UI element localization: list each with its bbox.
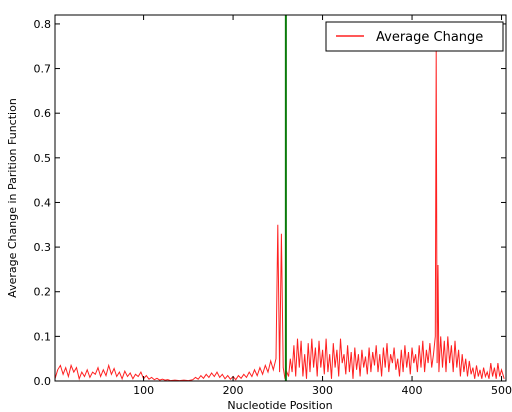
y-tick-label: 0.2 (34, 286, 52, 299)
y-axis-ticks: 0.0 0.1 0.2 0.3 0.4 0.5 0.6 0.7 0.8 (34, 18, 506, 388)
legend: Average Change (325, 21, 504, 52)
x-tick-label: 400 (402, 384, 423, 397)
y-axis-title: Average Change in Parition Function (6, 98, 19, 298)
series-line-0 (54, 50, 505, 382)
y-tick-label: 0.4 (34, 196, 52, 209)
x-tick-label: 200 (223, 384, 244, 397)
x-axis-title: Nucleotide Position (227, 399, 332, 412)
y-tick-label: 0.8 (34, 18, 52, 31)
series-layer (54, 50, 505, 382)
x-tick-label: 500 (491, 384, 512, 397)
x-tick-label: 300 (312, 384, 333, 397)
y-tick-label: 0.5 (34, 152, 52, 165)
x-axis-ticks: 100 200 300 400 500 (133, 15, 512, 397)
y-tick-label: 0.3 (34, 241, 52, 254)
y-tick-label: 0.1 (34, 330, 52, 343)
legend-label: Average Change (376, 30, 483, 45)
y-tick-label: 0.0 (34, 375, 52, 388)
y-tick-label: 0.7 (34, 63, 52, 76)
y-tick-label: 0.6 (34, 107, 52, 120)
plot-frame (54, 14, 507, 382)
x-tick-label: 100 (133, 384, 154, 397)
